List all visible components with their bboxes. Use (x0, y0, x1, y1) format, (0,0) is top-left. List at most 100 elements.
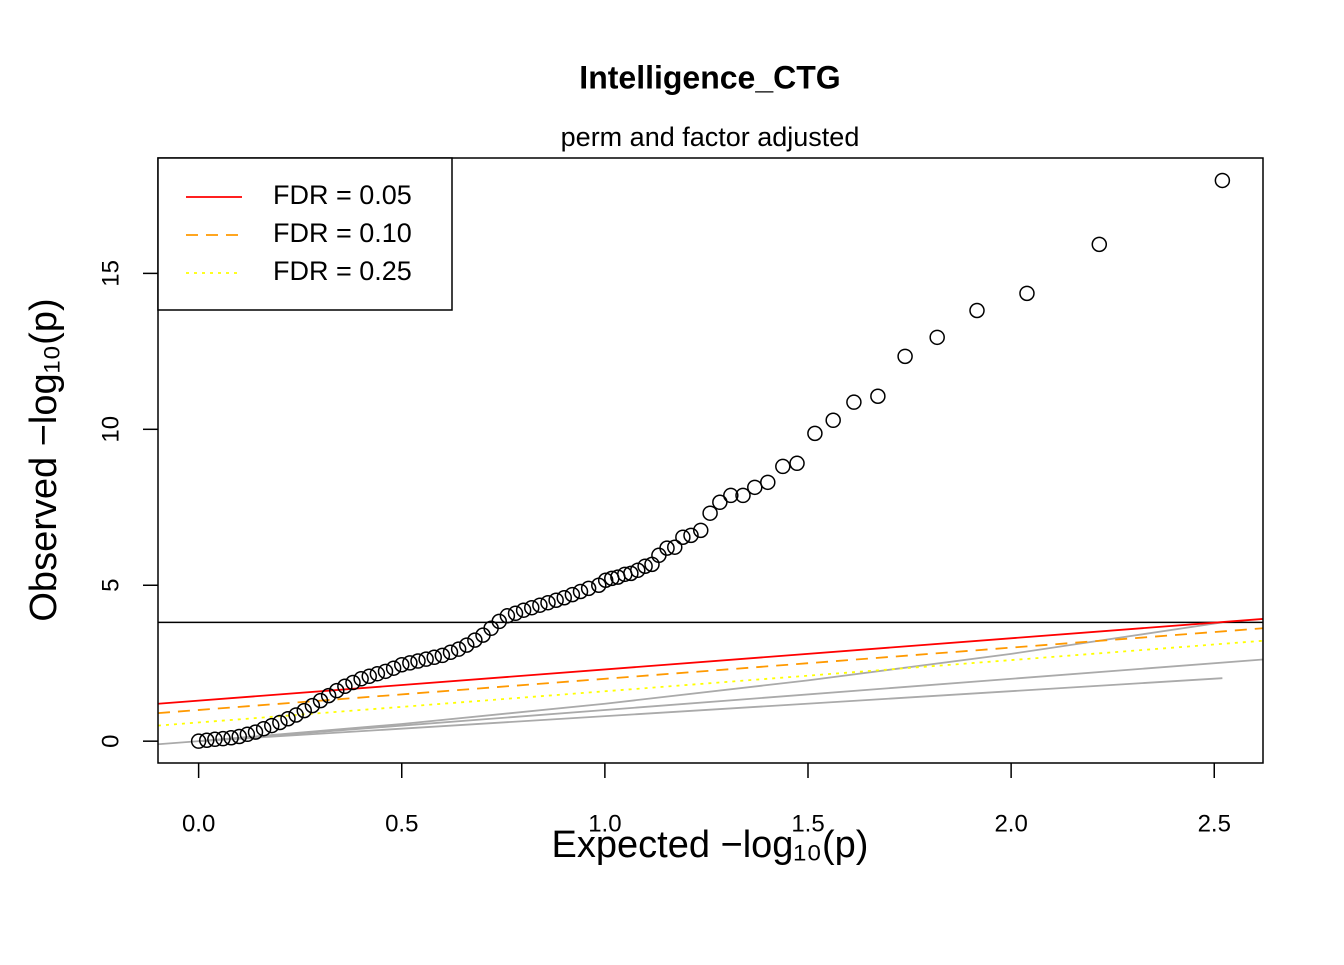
point (337, 678, 353, 695)
point (207, 731, 223, 748)
point (402, 655, 418, 671)
point (659, 540, 675, 556)
point (637, 558, 653, 574)
reference-line (198, 621, 1223, 743)
x-tick-label: 2.5 (1198, 810, 1231, 837)
point (572, 583, 589, 600)
fdr-line (158, 627, 1263, 715)
point (329, 682, 345, 699)
legend-label: FDR = 0.05 (273, 180, 412, 210)
point (418, 651, 434, 667)
point (304, 697, 321, 714)
point (897, 348, 913, 365)
point (735, 487, 751, 504)
point (540, 594, 556, 611)
point (231, 728, 247, 745)
point (272, 714, 288, 731)
point (491, 613, 507, 630)
point (410, 653, 426, 669)
plot-area (158, 172, 1263, 749)
legend-label: FDR = 0.10 (273, 218, 412, 248)
point (548, 592, 564, 608)
point (450, 641, 467, 657)
point (223, 729, 239, 746)
legend-box (157, 157, 453, 311)
point (580, 580, 597, 597)
point (239, 726, 256, 743)
point (789, 455, 805, 472)
point (623, 565, 639, 582)
fdr-line (158, 618, 1263, 705)
plot-frame (157, 157, 1264, 764)
x-tick-label: 0.0 (182, 810, 215, 837)
point (693, 522, 709, 539)
point (296, 702, 312, 719)
point (255, 720, 272, 737)
legend-label: FDR = 0.25 (273, 256, 412, 286)
point (775, 458, 791, 475)
point (723, 487, 739, 504)
x-tick-label: 1.5 (791, 810, 824, 837)
y-tick-label: 15 (97, 260, 124, 287)
point (515, 602, 532, 618)
point (825, 412, 841, 429)
point (564, 586, 581, 603)
point (630, 562, 646, 579)
point (320, 687, 337, 704)
point (683, 527, 699, 544)
point (264, 717, 280, 734)
point (846, 394, 862, 410)
point (929, 329, 945, 346)
point (507, 605, 524, 622)
point (442, 644, 459, 661)
point (524, 599, 540, 616)
point (499, 608, 516, 624)
point (199, 732, 215, 748)
point (459, 637, 475, 653)
point (312, 692, 329, 709)
point (870, 388, 886, 405)
point (651, 547, 667, 564)
point (434, 647, 451, 664)
y-axis-label: Observed −log₁₀(p) (23, 298, 65, 621)
point (247, 724, 264, 740)
point (702, 505, 718, 521)
point (532, 597, 548, 613)
x-tick-label: 1.0 (588, 810, 621, 837)
point (556, 589, 572, 606)
point (1091, 236, 1108, 253)
point (467, 632, 483, 648)
point (385, 660, 402, 676)
point (215, 730, 231, 747)
point (969, 302, 985, 319)
point (667, 539, 683, 555)
point (361, 668, 377, 685)
point (747, 479, 763, 496)
point (377, 663, 394, 680)
point (712, 494, 728, 511)
x-tick-label: 2.0 (994, 810, 1027, 837)
point (675, 529, 691, 545)
point (280, 710, 296, 727)
point (760, 474, 776, 491)
chart-title: Intelligence_CTG (579, 59, 840, 95)
y-tick-label: 5 (97, 579, 124, 592)
point (597, 572, 614, 589)
point (288, 707, 304, 723)
chart-subtitle: perm and factor adjusted (561, 122, 860, 152)
point (426, 649, 442, 666)
point (369, 666, 386, 682)
point (345, 674, 361, 691)
point (394, 657, 410, 673)
x-tick-label: 0.5 (385, 810, 418, 837)
reference-line (158, 658, 1263, 746)
x-axis-label: Expected −log₁₀(p) (552, 824, 869, 866)
point (1214, 172, 1231, 189)
y-tick-label: 10 (97, 416, 124, 443)
point (1019, 285, 1035, 302)
point (190, 733, 207, 749)
point (807, 425, 823, 442)
reference-line (198, 677, 1223, 743)
fdr-line (158, 639, 1263, 727)
